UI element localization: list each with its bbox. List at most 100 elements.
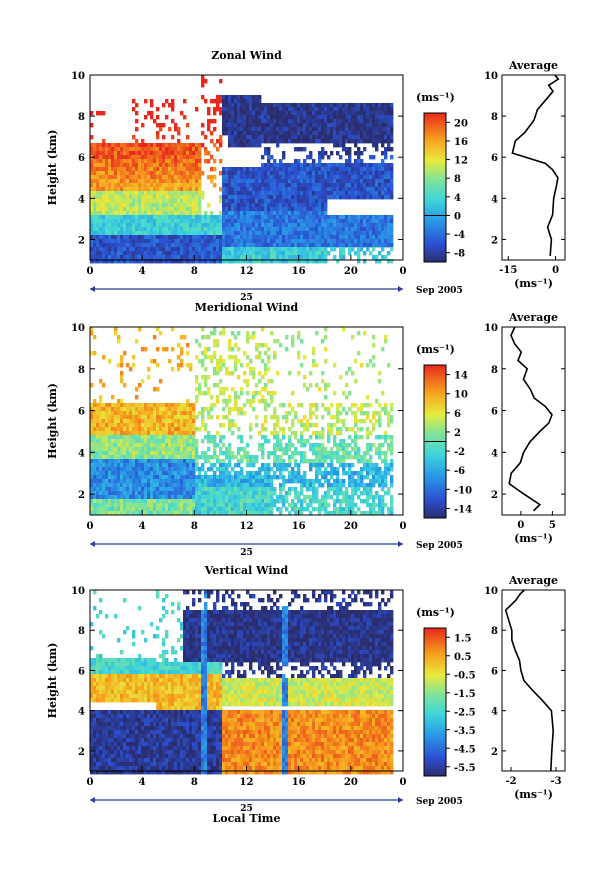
heatmap-cell bbox=[231, 451, 235, 456]
heatmap-cell bbox=[333, 235, 337, 240]
heatmap-cell bbox=[339, 187, 343, 192]
heatmap-cell bbox=[348, 159, 352, 164]
heatmap-cell bbox=[243, 239, 247, 244]
heatmap-cell bbox=[201, 455, 205, 460]
heatmap-cell bbox=[165, 407, 169, 412]
heatmap-cell bbox=[153, 211, 157, 216]
heatmap-cell bbox=[165, 427, 169, 432]
heatmap-cell bbox=[171, 411, 175, 416]
heatmap-cell bbox=[369, 127, 373, 132]
heatmap-cell bbox=[255, 247, 259, 252]
heatmap-cell bbox=[213, 331, 217, 336]
heatmap-cell bbox=[300, 183, 304, 188]
heatmap-cell bbox=[207, 251, 211, 256]
heatmap-cell bbox=[309, 151, 313, 156]
heatmap-cell bbox=[264, 191, 268, 196]
heatmap-cell bbox=[135, 499, 139, 504]
heatmap-cell bbox=[318, 131, 322, 136]
heatmap-cell bbox=[216, 503, 220, 508]
heatmap-cell bbox=[339, 163, 343, 168]
heatmap-cell bbox=[123, 179, 127, 184]
heatmap-cell bbox=[171, 167, 175, 172]
heatmap-cell bbox=[225, 167, 229, 172]
heatmap-cell bbox=[177, 451, 181, 456]
heatmap-cell bbox=[156, 115, 160, 120]
heatmap-cell bbox=[264, 231, 268, 236]
heatmap-cell bbox=[201, 235, 205, 240]
heatmap-cell bbox=[147, 211, 151, 216]
heatmap-cell bbox=[129, 443, 133, 448]
heatmap-cell bbox=[237, 207, 241, 212]
heatmap-cell bbox=[159, 223, 163, 228]
heatmap-cell bbox=[381, 175, 385, 180]
heatmap-cell bbox=[273, 131, 277, 136]
heatmap-cell bbox=[387, 171, 391, 176]
heatmap-cell bbox=[153, 455, 157, 460]
x-tick-label: 0 bbox=[400, 266, 407, 277]
heatmap-cell bbox=[243, 475, 247, 480]
heatmap-cell bbox=[186, 251, 190, 256]
heatmap-cell bbox=[333, 115, 337, 120]
heatmap-cell bbox=[327, 155, 331, 160]
heatmap-cell bbox=[246, 119, 250, 124]
heatmap-cell bbox=[303, 139, 307, 144]
heatmap-cell bbox=[147, 235, 151, 240]
heatmap-cell bbox=[168, 427, 172, 432]
heatmap-cell bbox=[306, 187, 310, 192]
heatmap-cell bbox=[156, 179, 160, 184]
heatmap-cell bbox=[234, 247, 238, 252]
heatmap-cell bbox=[255, 139, 259, 144]
heatmap-cell bbox=[351, 107, 355, 112]
heatmap-cell bbox=[171, 419, 175, 424]
heatmap-cell bbox=[201, 79, 205, 84]
heatmap-cell bbox=[129, 203, 133, 208]
heatmap-cell bbox=[228, 511, 232, 516]
heatmap-cell bbox=[108, 427, 112, 432]
heatmap-cell bbox=[168, 163, 172, 168]
heatmap-cell bbox=[219, 219, 223, 224]
heatmap-cell bbox=[150, 143, 154, 148]
heatmap-cell bbox=[276, 143, 280, 148]
heatmap-cell bbox=[147, 443, 151, 448]
heatmap-cell bbox=[270, 235, 274, 240]
heatmap-cell bbox=[123, 215, 127, 220]
heatmap-cell bbox=[336, 195, 340, 200]
heatmap-cell bbox=[285, 135, 289, 140]
heatmap-cell bbox=[93, 335, 97, 340]
heatmap-cell bbox=[315, 123, 319, 128]
heatmap-cell bbox=[249, 107, 253, 112]
heatmap-cell bbox=[387, 179, 391, 184]
heatmap-cell bbox=[201, 131, 205, 136]
heatmap-cell bbox=[99, 219, 103, 224]
heatmap-cell bbox=[279, 175, 283, 180]
heatmap-cell bbox=[156, 415, 160, 420]
heatmap-cell bbox=[141, 151, 145, 156]
heatmap-cell bbox=[207, 499, 211, 504]
heatmap-cell bbox=[114, 331, 118, 336]
heatmap-cell bbox=[132, 407, 136, 412]
heatmap-cell bbox=[240, 447, 244, 452]
heatmap-cell bbox=[222, 127, 226, 132]
heatmap-cell bbox=[387, 215, 391, 220]
heatmap-cell bbox=[327, 107, 331, 112]
heatmap-cell bbox=[243, 495, 247, 500]
heatmap-cell bbox=[291, 163, 295, 168]
heatmap-cell bbox=[132, 227, 136, 232]
heatmap-cell bbox=[318, 115, 322, 120]
heatmap-cell bbox=[183, 415, 187, 420]
heatmap-cell bbox=[162, 347, 166, 352]
heatmap-cell bbox=[234, 355, 238, 360]
heatmap-cell bbox=[219, 495, 223, 500]
heatmap-cell bbox=[372, 155, 376, 160]
heatmap-cell bbox=[204, 215, 208, 220]
heatmap-cell bbox=[252, 127, 256, 132]
heatmap-cell bbox=[318, 239, 322, 244]
heatmap-cell bbox=[210, 239, 214, 244]
heatmap-cell bbox=[138, 491, 142, 496]
heatmap-cell bbox=[102, 415, 106, 420]
heatmap-cell bbox=[231, 127, 235, 132]
heatmap-cell bbox=[216, 227, 220, 232]
heatmap-cell bbox=[285, 131, 289, 136]
heatmap-cell bbox=[234, 363, 238, 368]
